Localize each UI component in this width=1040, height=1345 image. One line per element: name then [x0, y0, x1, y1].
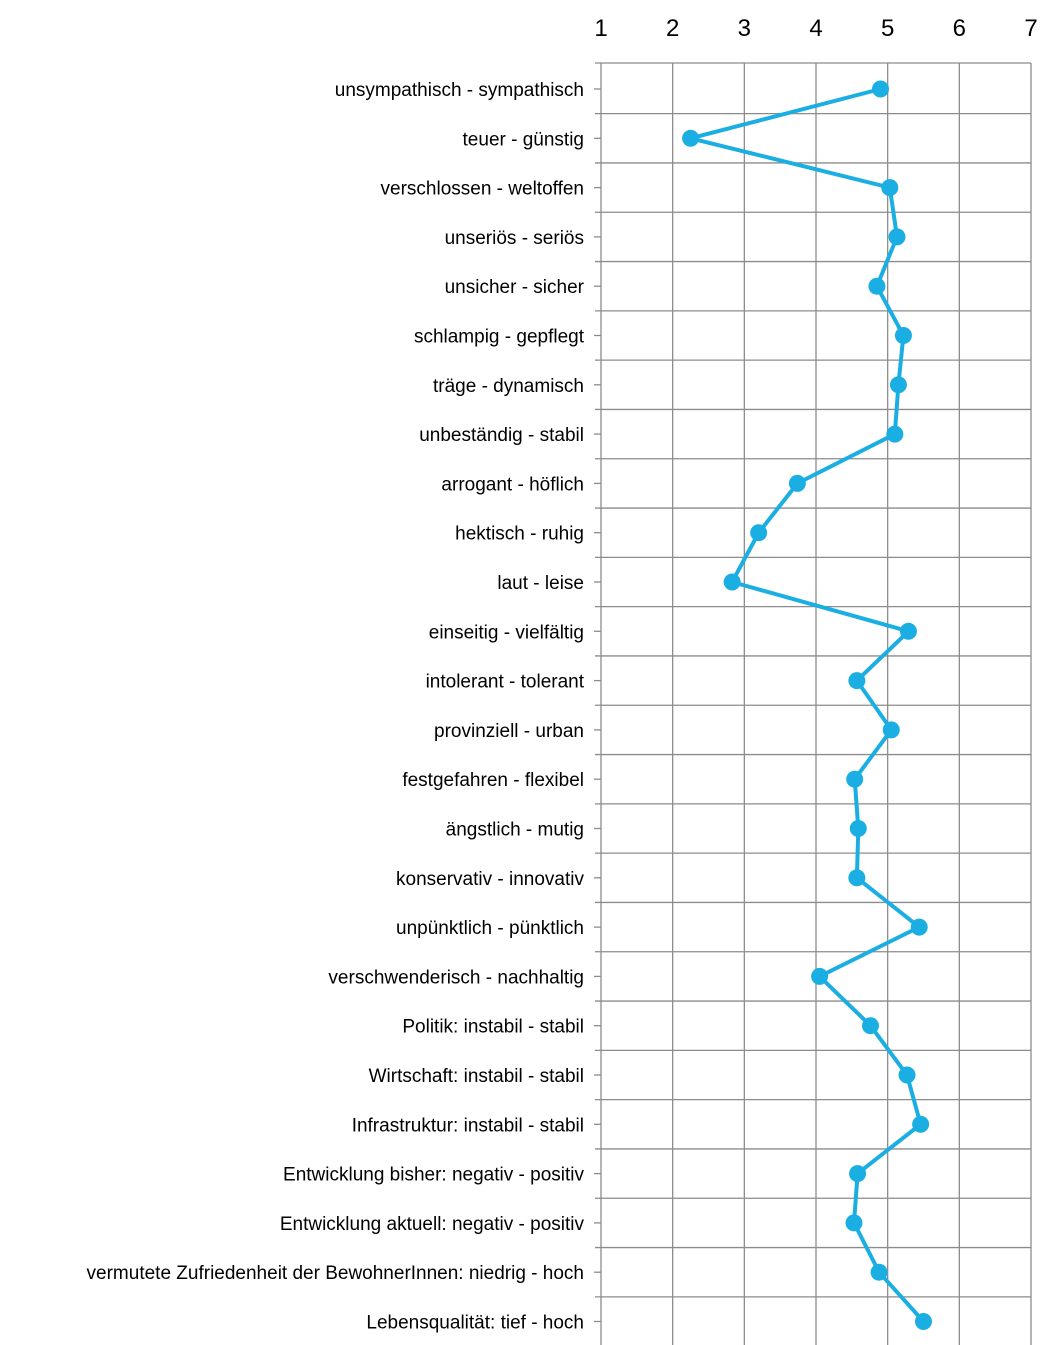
category-label: Entwicklung bisher: negativ - positiv [283, 1165, 584, 1186]
x-tick-label: 5 [881, 15, 894, 42]
category-label: ängstlich - mutig [446, 820, 584, 841]
x-tick-label: 3 [738, 15, 751, 42]
data-point [845, 1214, 863, 1232]
data-point [888, 228, 906, 246]
x-tick-label: 2 [666, 15, 679, 42]
category-label: vermutete Zufriedenheit der BewohnerInne… [87, 1263, 584, 1284]
data-point [868, 277, 886, 295]
data-point [870, 1263, 888, 1281]
data-point [886, 425, 904, 443]
category-label: Wirtschaft: instabil - stabil [369, 1066, 584, 1087]
category-label: arrogant - höflich [441, 474, 584, 495]
data-point [849, 820, 867, 837]
category-label: Lebensqualität: tief - hoch [366, 1313, 584, 1334]
data-point [723, 573, 741, 591]
data-point [861, 1017, 879, 1035]
category-label: Infrastruktur: instabil - stabil [352, 1115, 584, 1136]
category-label: hektisch - ruhig [455, 524, 584, 545]
category-label: laut - leise [497, 573, 584, 594]
category-label: schlampig - gepflegt [414, 327, 585, 348]
category-label: unpünktlich - pünktlich [396, 918, 584, 939]
category-label: konservativ - innovativ [396, 869, 584, 890]
data-point [848, 672, 866, 690]
data-point [788, 474, 806, 492]
x-axis-ticks: 1 2 3 4 5 6 7 [594, 15, 1037, 42]
series-line [688, 87, 925, 1323]
x-tick-label: 7 [1024, 15, 1037, 42]
data-point [872, 80, 889, 98]
category-labels: unsympathisch - sympathisch teuer - günst… [87, 80, 585, 1334]
category-label: unsicher - sicher [445, 277, 585, 298]
category-label: verschlossen - weltoffen [381, 179, 584, 200]
category-label: Entwicklung aktuell: negativ - positiv [280, 1214, 585, 1235]
data-point [750, 524, 768, 542]
data-point [848, 869, 866, 887]
category-label: teuer - günstig [463, 129, 584, 150]
data-point [849, 1165, 867, 1183]
category-label: provinziell - urban [434, 721, 584, 742]
category-label: unseriös - seriös [445, 228, 584, 249]
data-point [889, 376, 907, 394]
category-label: unsympathisch - sympathisch [335, 80, 584, 101]
x-tick-label: 4 [809, 15, 822, 42]
category-label: intolerant - tolerant [426, 672, 585, 693]
data-point [910, 918, 928, 936]
category-label: festgefahren - flexibel [402, 770, 584, 791]
data-point [882, 721, 900, 739]
data-point [894, 327, 912, 344]
data-point [846, 770, 864, 788]
data-point [912, 1115, 930, 1133]
category-label: träge - dynamisch [433, 376, 584, 397]
category-label: unbeständig - stabil [419, 425, 584, 446]
series [682, 80, 932, 1330]
data-point [915, 1313, 932, 1330]
data-point [899, 622, 917, 640]
category-label: verschwenderisch - nachhaltig [328, 967, 584, 988]
data-point [881, 179, 899, 197]
data-point [811, 967, 829, 985]
x-tick-label: 1 [594, 15, 607, 42]
grid [594, 62, 1032, 1345]
category-label: Politik: instabil - stabil [402, 1017, 584, 1038]
category-label: einseitig - vielfältig [429, 622, 584, 643]
data-point [898, 1066, 916, 1084]
x-tick-label: 6 [953, 15, 966, 42]
data-point [682, 129, 700, 147]
